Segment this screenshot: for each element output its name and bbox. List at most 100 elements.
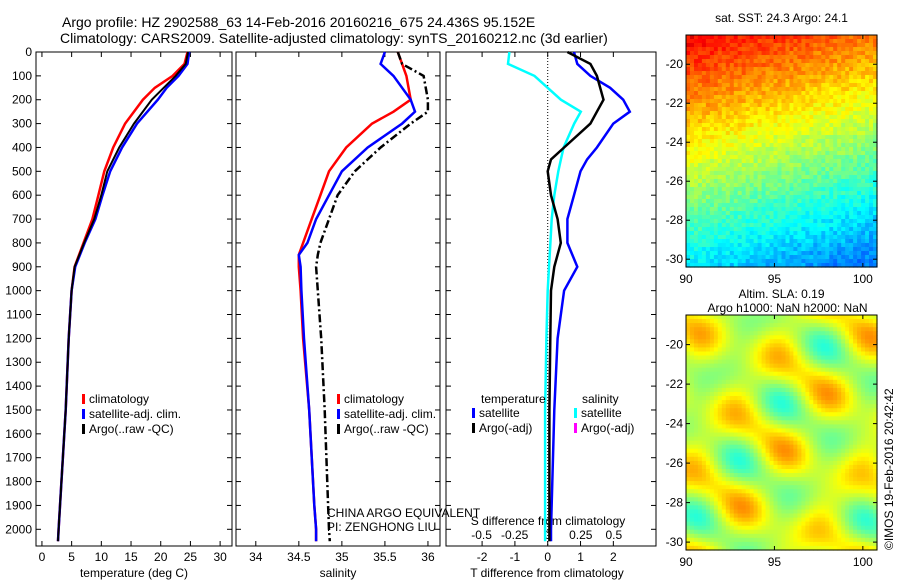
map-cell bbox=[722, 352, 727, 357]
map-cell bbox=[718, 445, 723, 450]
map-cell bbox=[805, 55, 810, 60]
map-cell bbox=[698, 99, 703, 104]
map-cell bbox=[686, 364, 691, 369]
map-cell bbox=[833, 151, 838, 156]
map-cell bbox=[726, 235, 731, 240]
map-cell bbox=[869, 103, 874, 108]
map-cell bbox=[813, 91, 818, 96]
map-cell bbox=[797, 400, 802, 405]
map-cell bbox=[702, 243, 707, 248]
map-cell bbox=[726, 231, 731, 236]
map-cell bbox=[686, 534, 691, 539]
map-cell bbox=[869, 151, 874, 156]
map-cell bbox=[726, 247, 731, 252]
map-cell bbox=[805, 79, 810, 84]
map-cell bbox=[853, 39, 858, 44]
map-cell bbox=[686, 396, 691, 401]
map-cell bbox=[738, 327, 743, 332]
map-cell bbox=[801, 167, 806, 172]
map-cell bbox=[782, 534, 787, 539]
map-cell bbox=[821, 127, 826, 132]
map-cell bbox=[782, 95, 787, 100]
map-cell bbox=[742, 43, 747, 48]
map-cell bbox=[762, 441, 767, 446]
map-cell bbox=[718, 231, 723, 236]
map-cell bbox=[805, 259, 810, 264]
map-cell bbox=[706, 526, 711, 531]
map-cell bbox=[801, 530, 806, 535]
map-cell bbox=[778, 347, 783, 352]
map-cell bbox=[857, 75, 862, 80]
map-cell bbox=[774, 59, 779, 64]
map-cell bbox=[730, 489, 735, 494]
map-cell bbox=[698, 542, 703, 547]
map-cell bbox=[742, 469, 747, 474]
map-cell bbox=[738, 259, 743, 264]
map-cell bbox=[722, 135, 727, 140]
map-cell bbox=[758, 207, 763, 212]
map-cell bbox=[686, 223, 691, 228]
map-cell bbox=[837, 87, 842, 92]
map-cell bbox=[786, 412, 791, 417]
map-cell bbox=[841, 239, 846, 244]
map-cell bbox=[813, 526, 818, 531]
map-cell bbox=[813, 159, 818, 164]
map-cell bbox=[706, 335, 711, 340]
map-cell bbox=[778, 43, 783, 48]
map-cell bbox=[774, 497, 779, 502]
map-cell bbox=[746, 123, 751, 128]
map-cell bbox=[825, 195, 830, 200]
map-cell bbox=[742, 424, 747, 429]
map-cell bbox=[726, 255, 731, 260]
map-cell bbox=[825, 63, 830, 68]
map-cell bbox=[861, 207, 866, 212]
map-cell bbox=[730, 327, 735, 332]
map-cell bbox=[726, 343, 731, 348]
map-cell bbox=[778, 159, 783, 164]
map-cell bbox=[702, 497, 707, 502]
map-cell bbox=[738, 247, 743, 252]
map-cell bbox=[825, 231, 830, 236]
map-cell bbox=[778, 251, 783, 256]
map-cell bbox=[774, 211, 779, 216]
map-cell bbox=[730, 87, 735, 92]
map-cell bbox=[849, 107, 854, 112]
map-cell bbox=[786, 191, 791, 196]
map-cell bbox=[726, 207, 731, 212]
map-cell bbox=[793, 534, 798, 539]
map-cell bbox=[710, 83, 715, 88]
map-cell bbox=[782, 151, 787, 156]
map-cell bbox=[805, 441, 810, 446]
map-cell bbox=[686, 231, 691, 236]
map-cell bbox=[786, 187, 791, 192]
map-cell bbox=[702, 251, 707, 256]
map-cell bbox=[690, 107, 695, 112]
map-cell bbox=[786, 95, 791, 100]
map-cell bbox=[754, 215, 759, 220]
map-cell bbox=[702, 227, 707, 232]
map-cell bbox=[853, 259, 858, 264]
map-cell bbox=[754, 199, 759, 204]
map-cell bbox=[742, 59, 747, 64]
map-cell bbox=[718, 453, 723, 458]
map-cell bbox=[825, 243, 830, 248]
map-cell bbox=[738, 55, 743, 60]
map-cell bbox=[706, 368, 711, 373]
map-cell bbox=[869, 243, 874, 248]
map-cell bbox=[690, 59, 695, 64]
map-cell bbox=[742, 83, 747, 88]
map-cell bbox=[758, 505, 763, 510]
map-cell bbox=[869, 155, 874, 160]
map-cell bbox=[817, 83, 822, 88]
map-cell bbox=[869, 83, 874, 88]
map-cell bbox=[813, 147, 818, 152]
map-cell bbox=[782, 343, 787, 348]
map-cell bbox=[762, 538, 767, 543]
map-cell bbox=[782, 143, 787, 148]
map-cell bbox=[758, 356, 763, 361]
map-cell bbox=[718, 143, 723, 148]
map-cell bbox=[766, 335, 771, 340]
map-cell bbox=[813, 485, 818, 490]
map-cell bbox=[813, 510, 818, 515]
map-cell bbox=[738, 505, 743, 510]
